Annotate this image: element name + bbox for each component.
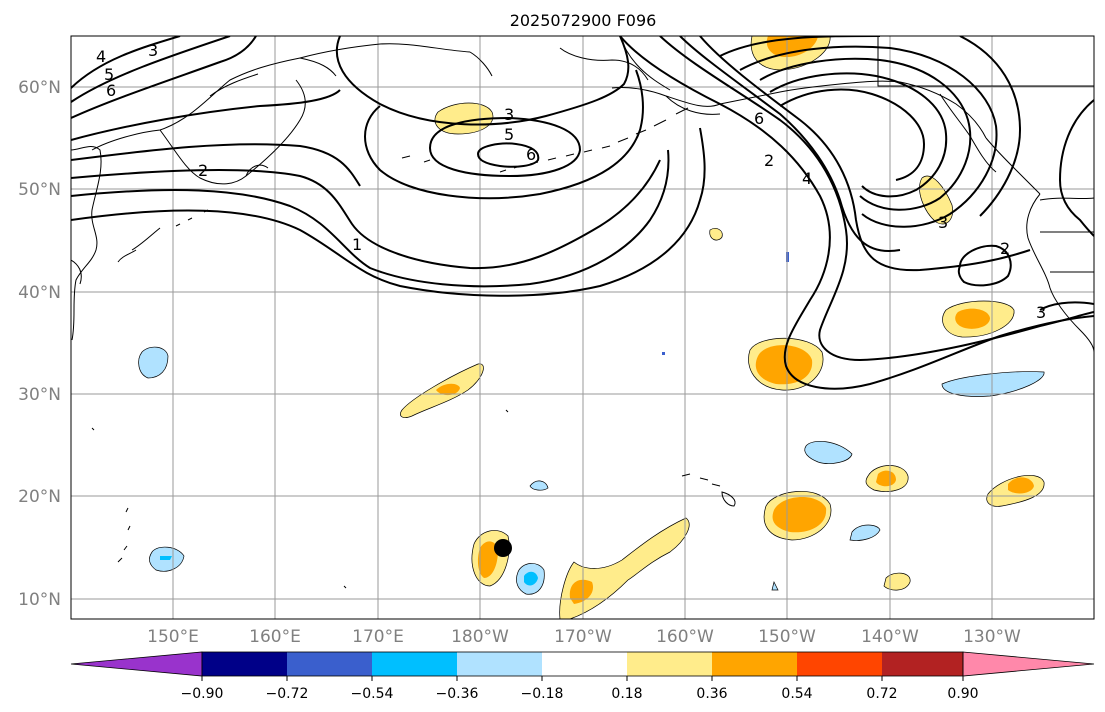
positive-anomaly-core (772, 496, 827, 533)
colorbar-tick-label: 0.72 (866, 686, 897, 702)
contour-label: 6 (106, 81, 116, 100)
contour-label: 5 (104, 65, 114, 84)
map-content: 3 4 5 6 2 1 3 5 6 6 2 4 3 2 3 (71, 36, 1094, 619)
contour-label: 3 (1036, 303, 1046, 322)
negative-anomaly-core (160, 556, 172, 560)
colorbar-tick-label: −0.72 (266, 686, 309, 702)
lat-label: 50°N (18, 180, 61, 200)
contour-label: 3 (148, 41, 158, 60)
contour-label: 4 (96, 47, 106, 66)
coastlines (71, 36, 1094, 589)
positive-anomaly-core (436, 383, 460, 396)
positive-anomaly-core (755, 345, 813, 385)
contour-label: 3 (938, 213, 948, 232)
positive-anomaly-core (955, 308, 990, 329)
contour-label: 4 (802, 169, 812, 188)
longitude-labels: 150°E 160°E 170°E 180°W 170°W 160°W 150°… (147, 627, 1021, 647)
contour-label: 2 (198, 161, 208, 180)
lat-label: 40°N (18, 283, 61, 303)
colorbar-tick-label: −0.54 (351, 686, 394, 702)
colorbar-tick-label: −0.18 (521, 686, 564, 702)
negative-anomaly-area (771, 580, 779, 591)
lon-label: 160°W (656, 627, 714, 647)
colorbar-tick-label: 0.18 (611, 686, 642, 702)
lon-label: 130°W (963, 627, 1021, 647)
contour-label: 2 (764, 151, 774, 170)
colorbar-tick-label: 0.90 (947, 686, 978, 702)
colorbar-segment (712, 652, 797, 676)
colorbar-segment (882, 652, 963, 676)
colorbar-segment (372, 652, 457, 676)
positive-anomaly-core (569, 579, 594, 604)
lon-label: 140°W (861, 627, 919, 647)
colorbar-segment (287, 652, 372, 676)
colorbar-segment (542, 652, 627, 676)
contour-label: 6 (526, 145, 536, 164)
colorbar-segment (627, 652, 712, 676)
negative-anomaly-core (524, 571, 538, 586)
lat-label: 10°N (18, 590, 61, 610)
colorbar-ticks (201, 676, 964, 681)
negative-anomaly-area (138, 346, 169, 379)
positive-anomaly-area (709, 228, 723, 241)
positive-anomaly-core (766, 36, 818, 58)
lat-label: 20°N (18, 487, 61, 507)
positive-anomaly-core (876, 470, 896, 487)
contour-label: 2 (1000, 239, 1010, 258)
lon-label: 160°E (249, 627, 301, 647)
colorbar: −0.90 −0.72 −0.54 −0.36 −0.18 0.18 0.36 … (70, 651, 1095, 702)
lon-label: 170°W (554, 627, 612, 647)
lon-label: 170°E (352, 627, 404, 647)
colorbar-tick-label: 0.36 (696, 686, 727, 702)
lat-label: 60°N (18, 78, 61, 98)
colorbar-extend-min (70, 651, 203, 677)
colorbar-tick-label: 0.54 (781, 686, 812, 702)
colorbar-segment (457, 652, 542, 676)
negative-anomaly-area (529, 480, 549, 491)
contour-label: 3 (504, 105, 514, 124)
negative-anomaly-area (849, 524, 881, 541)
colorbar-extend-max (962, 651, 1095, 677)
positive-anomaly-area (559, 517, 690, 619)
negative-anomaly-area (941, 371, 1045, 397)
negative-anomaly-core (662, 352, 665, 355)
location-marker (494, 539, 512, 557)
latitude-labels: 60°N 50°N 40°N 30°N 20°N 10°N (18, 78, 61, 610)
colorbar-tick-label: −0.36 (436, 686, 479, 702)
lon-label: 150°E (147, 627, 199, 647)
contour-lines (71, 36, 1094, 390)
map-frame (70, 35, 1095, 620)
lon-label: 150°W (758, 627, 816, 647)
contour-label: 6 (754, 109, 764, 128)
positive-anomaly-area (883, 572, 911, 591)
contour-label: 1 (352, 235, 362, 254)
positive-anomaly-core (477, 541, 498, 578)
positive-anomaly-core (1008, 477, 1034, 494)
graticule (71, 36, 1094, 619)
colorbar-segment (797, 652, 882, 676)
negative-anomaly-area (804, 440, 853, 464)
colorbar-tick-label: −0.90 (181, 686, 224, 702)
lat-label: 30°N (18, 385, 61, 405)
contour-labels: 3 4 5 6 2 1 3 5 6 6 2 4 3 2 3 (96, 41, 1046, 322)
colorbar-segment (202, 652, 287, 676)
map-title: 2025072900 F096 (510, 11, 657, 30)
contour-label: 5 (504, 125, 514, 144)
lon-label: 180°W (451, 627, 509, 647)
